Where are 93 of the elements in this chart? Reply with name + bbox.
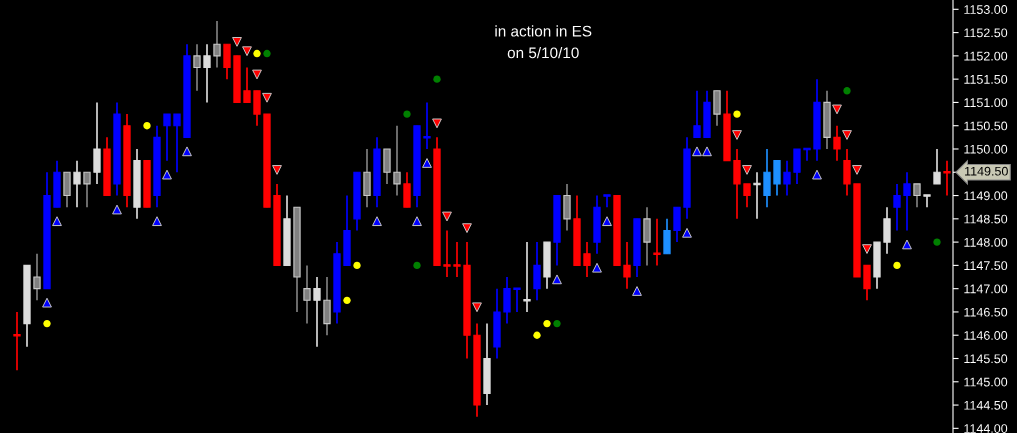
point	[933, 238, 941, 246]
point	[843, 87, 851, 95]
candlestick	[223, 43, 231, 80]
candlestick	[243, 66, 251, 104]
candlestick	[603, 194, 611, 209]
y-tick-label: 1147.00	[964, 284, 1008, 294]
candlestick	[423, 101, 431, 150]
candlestick	[363, 148, 371, 209]
candlestick	[443, 229, 451, 278]
candlestick	[253, 89, 261, 127]
y-tick-label: 1148.00	[964, 237, 1008, 247]
y-tick-label: 1147.50	[964, 261, 1008, 271]
point	[263, 49, 271, 58]
point	[543, 319, 551, 328]
candlestick	[773, 159, 781, 197]
candlestick	[193, 43, 201, 92]
y-tick-label: 1153.00	[964, 5, 1008, 14]
point	[433, 75, 441, 83]
y-tick-label: 1146.50	[964, 307, 1008, 317]
candlestick	[163, 113, 171, 162]
y-tick-label: 1150.50	[964, 121, 1008, 131]
text: on 5/10/10	[507, 47, 579, 59]
candlestick	[793, 148, 801, 185]
candlestick	[893, 183, 901, 232]
candlestick	[453, 241, 461, 278]
candlestick	[323, 276, 331, 337]
candlestick	[393, 124, 401, 197]
candlestick	[653, 217, 661, 267]
point	[533, 331, 541, 339]
candlestick	[643, 206, 651, 267]
candlestick	[523, 241, 531, 313]
y-tick-label: 1152.00	[964, 51, 1008, 61]
y-tick-label: 1150.00	[964, 144, 1008, 154]
candlestick	[803, 147, 811, 162]
candlestick	[753, 171, 761, 220]
candlestick	[313, 276, 321, 348]
candlestick	[923, 194, 931, 209]
candlestick	[513, 287, 521, 313]
candlestick	[73, 159, 81, 209]
candlestick	[713, 89, 721, 127]
candlestick	[533, 241, 541, 302]
candlestick	[833, 124, 841, 162]
point	[553, 319, 561, 328]
candlestick	[663, 217, 671, 255]
point	[403, 110, 411, 118]
candlestick	[913, 183, 921, 209]
candlestick	[933, 148, 941, 185]
candlestick	[783, 159, 791, 197]
candlestick	[403, 171, 411, 209]
y-tick-label: 1151.00	[964, 98, 1008, 108]
point	[43, 319, 51, 328]
candlestick	[383, 148, 391, 185]
point	[353, 261, 361, 270]
candlestick	[213, 20, 221, 69]
y-tick-label: 1144.50	[964, 400, 1008, 410]
candlestick	[743, 183, 751, 209]
point	[253, 49, 261, 58]
candlestick	[63, 171, 71, 209]
candlestick	[693, 89, 701, 139]
y-tick-label: 1146.00	[964, 331, 1008, 340]
y-tick-label: 1152.50	[964, 28, 1008, 38]
y-tick-label: 1151.50	[964, 74, 1008, 84]
candlestick	[303, 264, 311, 325]
y-tick-label: 1149.00	[964, 191, 1008, 201]
candlestick	[173, 113, 181, 174]
point	[413, 261, 421, 270]
text: in action in ES	[495, 25, 592, 37]
candlestick	[673, 206, 681, 243]
candlestick	[943, 159, 951, 197]
candlestick	[763, 148, 771, 209]
candlestick	[623, 241, 631, 290]
candlestick	[883, 206, 891, 255]
candlestick	[503, 276, 511, 325]
candlestick	[863, 264, 871, 302]
candlestick	[33, 252, 41, 302]
candlestick	[733, 148, 741, 220]
candlestick	[93, 101, 101, 185]
candlestick	[843, 148, 851, 197]
candlestick	[563, 183, 571, 232]
y-tick-label: 1148.50	[964, 214, 1008, 224]
candlestick	[13, 311, 21, 371]
point	[143, 122, 151, 130]
point	[893, 261, 901, 270]
y-tick-label: 1145.50	[964, 354, 1008, 364]
point	[733, 110, 741, 118]
candlestick	[83, 171, 91, 209]
candlestick	[583, 241, 591, 278]
point	[343, 296, 351, 304]
y-tick-label: 1144.00	[964, 424, 1008, 433]
text: 1149.50	[965, 166, 1008, 176]
candlestick	[903, 171, 911, 232]
y-tick-label: 1145.00	[964, 377, 1008, 387]
candlestick	[203, 43, 211, 104]
